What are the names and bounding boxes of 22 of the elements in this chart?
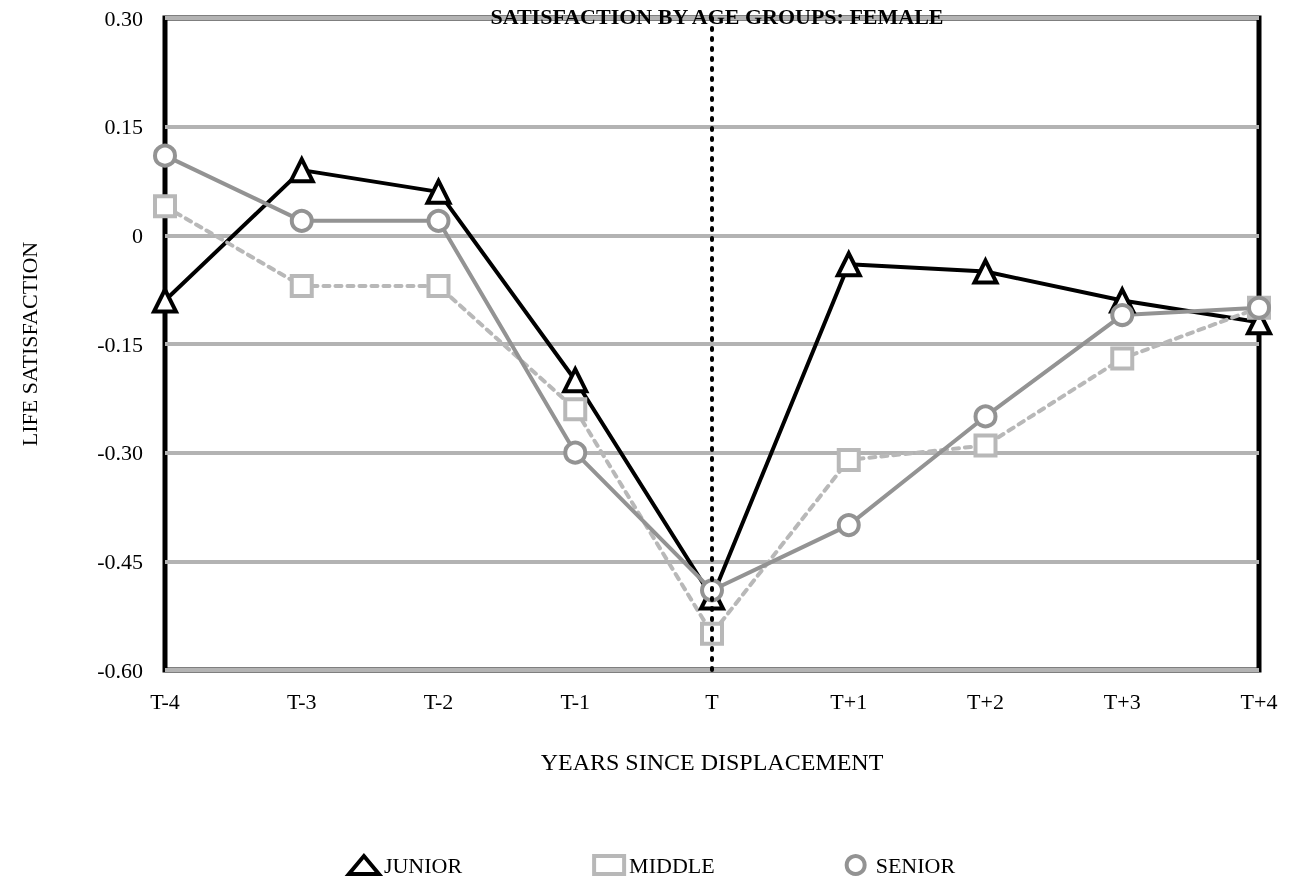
y-tick-label: 0.30: [104, 5, 143, 31]
y-tick-label: 0.15: [104, 114, 143, 140]
x-tick-label: T+2: [967, 688, 1004, 714]
y-tick-label: -0.60: [97, 657, 143, 683]
x-tick-label: T+1: [830, 688, 868, 714]
x-tick-label: T-2: [423, 688, 454, 714]
x-axis-title: YEARS SINCE DISPLACEMENT: [540, 749, 884, 775]
x-tick-label: T+3: [1103, 688, 1141, 714]
x-tick-label: T: [705, 688, 720, 714]
y-tick-label: -0.15: [97, 331, 143, 357]
x-tick-label: T-4: [150, 688, 180, 714]
legend-label: JUNIOR: [383, 852, 463, 878]
legend-label: MIDDLE: [629, 852, 715, 878]
legend-label: SENIOR: [875, 852, 956, 878]
x-tick-label: T+4: [1240, 688, 1278, 714]
y-tick-label: -0.45: [97, 548, 143, 574]
y-tick-label: 0: [132, 222, 143, 248]
y-axis-title: LIFE SATISFACTION: [16, 241, 42, 447]
chart-title: SATISFACTION BY AGE GROUPS: FEMALE: [490, 3, 944, 29]
x-tick-label: T-1: [560, 688, 591, 714]
y-tick-label: -0.30: [97, 440, 143, 466]
x-tick-label: T-3: [286, 688, 317, 714]
